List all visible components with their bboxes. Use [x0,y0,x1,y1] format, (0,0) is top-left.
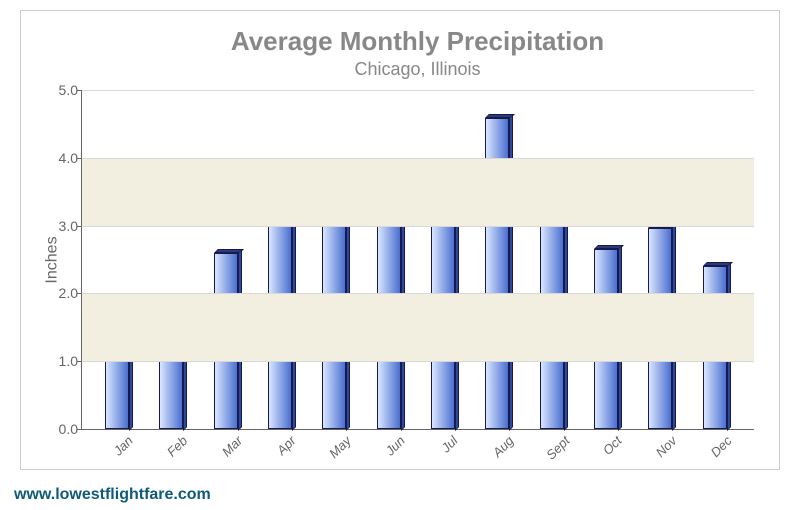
y-tick-label: 2.0 [42,285,78,301]
x-tick-label: Jun [382,433,407,458]
bar-slot: Oct [581,90,635,429]
bar-slot: Feb [146,90,200,429]
grid-line [82,361,754,362]
chart-title: Average Monthly Precipitation [81,26,754,57]
plot-area: Inches JanFebMarAprMayJunJulAugSeptOctNo… [81,90,754,430]
bars-group: JanFebMarAprMayJunJulAugSeptOctNovDec [82,90,754,429]
y-tick-label: 3.0 [42,218,78,234]
y-axis-label: Inches [44,236,62,283]
x-tick-label: Jul [438,433,460,455]
grid-line [82,226,754,227]
grid-line [82,293,754,294]
footer-url: www.lowestflightfare.com [14,486,211,504]
y-tick-label: 5.0 [42,82,78,98]
x-tick-label: Aug [490,433,517,460]
bar-slot: Nov [635,90,689,429]
x-tick-label: Jan [111,433,136,458]
bar-slot: Jun [364,90,418,429]
plot: JanFebMarAprMayJunJulAugSeptOctNovDec 0.… [81,90,754,430]
grid-line [82,90,754,91]
y-tick-mark [77,293,82,294]
y-tick-mark [77,90,82,91]
x-tick-label: Feb [164,433,190,459]
bar-slot: Aug [472,90,526,429]
x-tick-label: Oct [600,433,625,458]
chart-container: Average Monthly Precipitation Chicago, I… [20,10,780,470]
x-tick-label: May [326,433,354,461]
plot-band [82,158,754,226]
plot-band [82,293,754,361]
x-tick-label: Nov [653,433,680,460]
y-tick-mark [77,158,82,159]
x-tick-label: Apr [274,433,299,458]
bar-slot: Jul [418,90,472,429]
x-tick-label: Mar [219,433,245,459]
y-tick-mark [77,226,82,227]
bar-slot: May [309,90,363,429]
bar-slot: Dec [690,90,744,429]
y-tick-mark [77,361,82,362]
y-tick-label: 1.0 [42,353,78,369]
grid-line [82,158,754,159]
chart-subtitle: Chicago, Illinois [81,59,754,80]
bar-slot: Jan [92,90,146,429]
bar-slot: Sept [527,90,581,429]
bar-slot: Apr [255,90,309,429]
bar-slot: Mar [201,90,255,429]
x-tick-label: Dec [707,433,734,460]
y-tick-mark [77,429,82,430]
x-tick-label: Sept [543,433,573,463]
y-tick-label: 0.0 [42,421,78,437]
y-tick-label: 4.0 [42,150,78,166]
